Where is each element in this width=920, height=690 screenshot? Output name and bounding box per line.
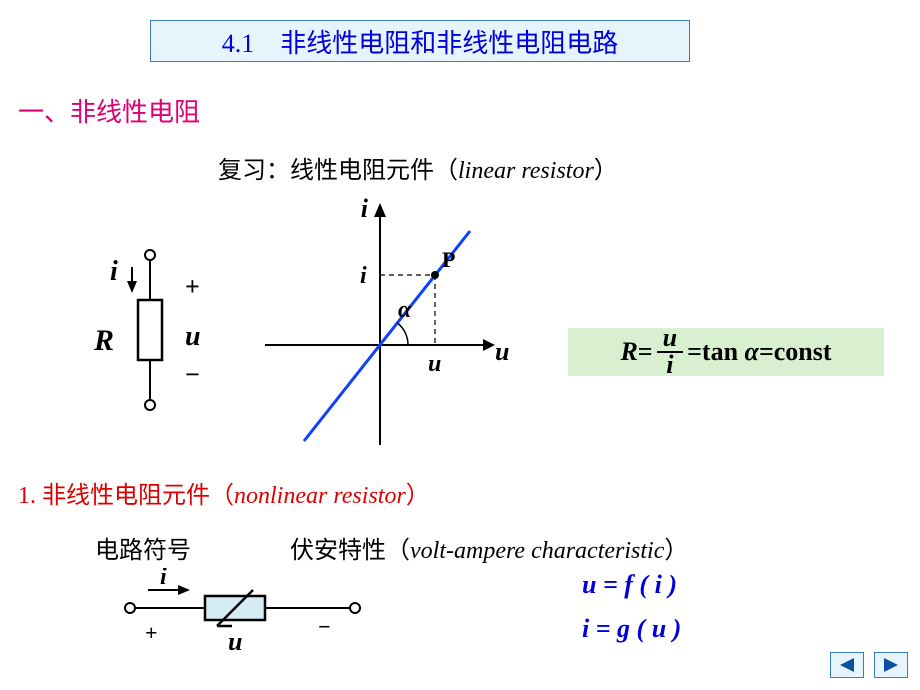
page-title: 4.1 非线性电阻和非线性电阻电路 — [150, 20, 690, 62]
label-i: i — [110, 256, 118, 287]
review-prefix: 复习：线性电阻元件（ — [218, 158, 458, 184]
tick-i: i — [360, 263, 367, 289]
review-line: 复习：线性电阻元件（linear resistor） — [218, 150, 618, 185]
formula-alpha: α — [745, 337, 759, 367]
symbol-label-text: 电路符号 — [95, 538, 191, 564]
eq1-text: u = f ( i ) — [582, 570, 677, 599]
sub-num: 1. — [18, 483, 36, 509]
equation-u-fi: u = f ( i ) — [582, 570, 677, 600]
va-prefix: 伏安特性（ — [290, 538, 410, 564]
label-minus: − — [185, 360, 200, 389]
sub-text: 非线性电阻元件（ — [36, 483, 234, 509]
formula-u: u — [657, 326, 683, 353]
formula-eq2: = — [687, 337, 702, 367]
axis-i: i — [361, 195, 369, 223]
point-P: P — [442, 247, 455, 272]
nonlinear-resistor-symbol: i + u − — [120, 568, 370, 658]
nav-prev-button[interactable] — [830, 652, 864, 678]
circuit-symbol: i + u − R — [93, 250, 201, 410]
iv-graph: u i P i u α — [265, 195, 509, 445]
equation-i-gu: i = g ( u ) — [582, 614, 681, 644]
label-plus: + — [185, 272, 200, 301]
review-italic: linear resistor — [458, 158, 594, 184]
formula-const: const — [774, 337, 832, 367]
section1-text: 一、非线性电阻 — [18, 98, 200, 127]
formula-eq1: = — [638, 337, 653, 367]
va-suffix: ） — [664, 538, 688, 564]
sub-heading-nonlinear: 1. 非线性电阻元件（nonlinear resistor） — [18, 475, 430, 510]
label-u: u — [185, 321, 201, 352]
nl-plus: + — [145, 620, 158, 645]
sub-suffix: ） — [406, 483, 430, 509]
formula-i: i — [660, 353, 679, 378]
nl-minus: − — [318, 614, 331, 639]
formula-box: R = u i = tan α = const — [568, 328, 884, 376]
label-R: R — [93, 324, 114, 357]
axis-u: u — [495, 337, 509, 366]
nl-i: i — [160, 568, 167, 590]
va-characteristic-label: 伏安特性（volt-ampere characteristic） — [290, 530, 688, 565]
section-heading-1: 一、非线性电阻 — [18, 92, 200, 129]
formula-tan: tan — [702, 337, 738, 367]
title-text: 4.1 非线性电阻和非线性电阻电路 — [222, 23, 619, 60]
triangle-right-icon — [882, 657, 900, 673]
tick-u: u — [428, 351, 441, 377]
review-suffix: ） — [594, 158, 618, 184]
va-italic: volt-ampere characteristic — [410, 538, 664, 564]
nav-next-button[interactable] — [874, 652, 908, 678]
formula-R: R — [620, 337, 637, 367]
formula-eq3: = — [759, 337, 774, 367]
triangle-left-icon — [838, 657, 856, 673]
linear-resistor-diagram: i + u − R u i P i u α — [90, 195, 510, 455]
angle-alpha: α — [398, 297, 412, 323]
nl-u: u — [228, 627, 242, 656]
circuit-symbol-label: 电路符号 — [95, 530, 191, 565]
sub-italic: nonlinear resistor — [234, 483, 406, 509]
eq2-text: i = g ( u ) — [582, 614, 681, 643]
formula-fraction: u i — [657, 326, 683, 377]
